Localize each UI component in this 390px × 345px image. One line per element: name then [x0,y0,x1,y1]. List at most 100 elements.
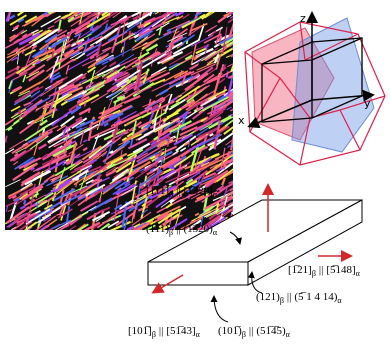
grain [120,237,125,240]
label-separator: || [249,325,253,337]
label-part: (121) [256,291,280,303]
y-label: y [364,97,371,110]
grain [70,3,83,13]
orientation-label: [1̅21]β||[5̅148]α [288,264,361,278]
grain [244,18,250,21]
label-part: [51̅43] [166,325,195,337]
grain [24,200,25,204]
label-part: (13̅20) [184,223,214,235]
label-subscript: α [337,296,342,305]
grain [232,146,245,153]
grain [34,231,38,233]
label-separator: || [159,325,163,337]
grain [49,3,71,14]
grain [168,2,188,14]
label-part: (51̅4̅5) [256,325,286,337]
grain [232,197,237,199]
label-subscript: β [280,296,284,305]
grain [19,110,20,114]
label-subscript: α [286,330,291,339]
grain [235,132,248,139]
orientation-label: (101̅)β||(51̅4̅5)α [218,325,291,339]
grain [245,178,249,192]
grain [241,37,243,42]
grain [233,36,243,42]
grain [24,237,30,241]
grain [243,131,263,143]
grain [105,233,115,240]
label-separator: || [176,223,180,235]
label-subscript: β [169,228,173,237]
grain [233,177,253,189]
grain [212,2,227,13]
grain [240,102,252,109]
grain [233,141,252,153]
label-subscript: α [196,330,201,339]
grain [234,129,251,138]
grain [49,234,56,238]
grain [242,33,263,47]
grain [233,167,256,177]
grain [240,12,243,35]
grain [241,48,244,58]
grain [242,134,261,146]
label-part: (101̅) [218,325,242,337]
grain [86,237,94,242]
grain [199,0,218,12]
grain [229,4,250,13]
label-part: (11̅1) [146,223,169,235]
grain [237,153,243,157]
label-subscript: β [169,190,173,199]
figure: z y x [1̅11]β||[1̅320]α(11̅1)β||(13̅20)α… [0,0,390,345]
label-part: [101̅] [128,325,152,337]
grain [226,8,232,12]
grain [239,90,254,101]
label-separator: || [319,264,323,276]
label-part: [1̅21] [288,264,312,276]
label-separator: || [287,291,291,303]
grain [241,29,245,49]
grain [237,67,240,86]
label-subscript: β [242,330,246,339]
grain [242,191,259,202]
grain [180,2,202,12]
grain [233,146,257,159]
grain [236,62,244,67]
crystal-diagram: z y x [238,12,385,165]
x-label: x [238,114,245,127]
grain [229,0,252,12]
grain [75,231,80,234]
grain [232,128,239,131]
grain [83,234,97,242]
grain [234,181,247,188]
grain [102,231,118,240]
grain [241,128,263,142]
grain [245,164,252,169]
label-part: [1̅11] [146,185,169,197]
grain [241,106,249,110]
grain [126,238,132,240]
grain [237,155,250,162]
grain [236,11,249,20]
grain [231,183,247,195]
label-subscript: β [152,330,156,339]
grain [232,40,252,49]
grain [99,198,100,202]
label-subscript: α [356,269,361,278]
label-subscript: β [312,269,316,278]
grain [235,29,243,35]
label-part: (5̅ 1 4 14) [294,291,337,303]
grain [235,60,242,86]
grain [239,148,245,151]
grain [179,6,190,12]
grain [37,203,38,208]
grain [66,232,73,236]
grain [237,25,262,42]
orientation-label: (121)β||(5̅ 1 4 14)α [256,291,342,305]
grain [116,230,136,241]
label-separator: || [176,185,180,197]
grain [6,232,10,234]
grain [122,231,137,238]
pointer [214,296,228,322]
grain [242,19,253,27]
